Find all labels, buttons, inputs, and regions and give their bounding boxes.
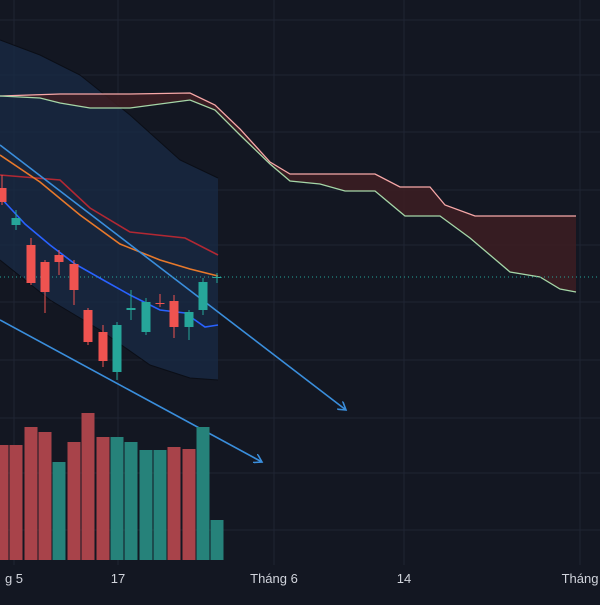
volume-bar xyxy=(196,427,210,560)
volume-bar xyxy=(96,437,110,560)
volume-bar xyxy=(24,427,38,560)
candle-body xyxy=(155,303,165,304)
candle-body xyxy=(141,302,151,332)
candles xyxy=(0,175,222,380)
candle xyxy=(11,210,21,230)
time-axis-label: Tháng xyxy=(562,571,599,586)
candle-body xyxy=(169,301,179,327)
candle xyxy=(126,290,136,320)
candle xyxy=(141,298,151,335)
volume-bar xyxy=(38,432,52,560)
ma-orange-line xyxy=(0,154,219,277)
volume-bar xyxy=(182,449,196,560)
candle xyxy=(98,325,108,367)
candle xyxy=(69,260,79,305)
volume-bar xyxy=(67,442,81,560)
candle xyxy=(155,294,165,307)
time-axis-label: 14 xyxy=(397,571,411,586)
candle xyxy=(54,250,64,275)
candle-body xyxy=(184,312,194,327)
volume-bar xyxy=(124,442,138,560)
candle-body xyxy=(11,218,21,225)
volume-bar xyxy=(110,437,124,560)
candle xyxy=(169,295,179,338)
ma-blue-line xyxy=(0,196,219,328)
ichimoku-cloud xyxy=(0,93,576,292)
candle xyxy=(112,322,122,380)
candle xyxy=(0,175,7,205)
cloud-upper-line xyxy=(0,92,576,217)
cloud-lower-line xyxy=(0,95,577,293)
channel-band xyxy=(0,40,218,380)
candle xyxy=(40,260,50,313)
candle-body xyxy=(26,245,36,283)
volume-bar xyxy=(167,447,181,560)
candle xyxy=(26,238,36,285)
volume-bar xyxy=(0,445,9,560)
candle-body xyxy=(83,310,93,342)
candle xyxy=(212,273,222,283)
time-axis: g 5 17 Tháng 6 14 Tháng xyxy=(5,571,598,586)
candle-body xyxy=(212,277,222,278)
channel-lower-line xyxy=(0,259,219,381)
candle-body xyxy=(0,188,7,202)
volume-bar xyxy=(9,445,23,560)
candle-body xyxy=(198,282,208,310)
candle-body xyxy=(54,255,64,262)
volume-bar xyxy=(52,462,66,560)
volume-bars xyxy=(0,413,224,560)
candle-body xyxy=(69,264,79,290)
candle-body xyxy=(112,325,122,372)
candle-body xyxy=(126,308,136,310)
volume-bar xyxy=(139,450,153,560)
candle xyxy=(198,278,208,315)
time-axis-label: Tháng 6 xyxy=(250,571,298,586)
volume-bar xyxy=(210,520,224,560)
ma-red-line xyxy=(0,174,219,256)
volume-bar xyxy=(81,413,95,560)
trend-arrow xyxy=(0,319,262,462)
candle-body xyxy=(98,332,108,361)
candle xyxy=(184,310,194,340)
time-axis-label: g 5 xyxy=(5,571,23,586)
candle-body xyxy=(40,262,50,292)
volume-bar xyxy=(153,450,167,560)
candle xyxy=(83,308,93,345)
time-axis-label: 17 xyxy=(111,571,125,586)
